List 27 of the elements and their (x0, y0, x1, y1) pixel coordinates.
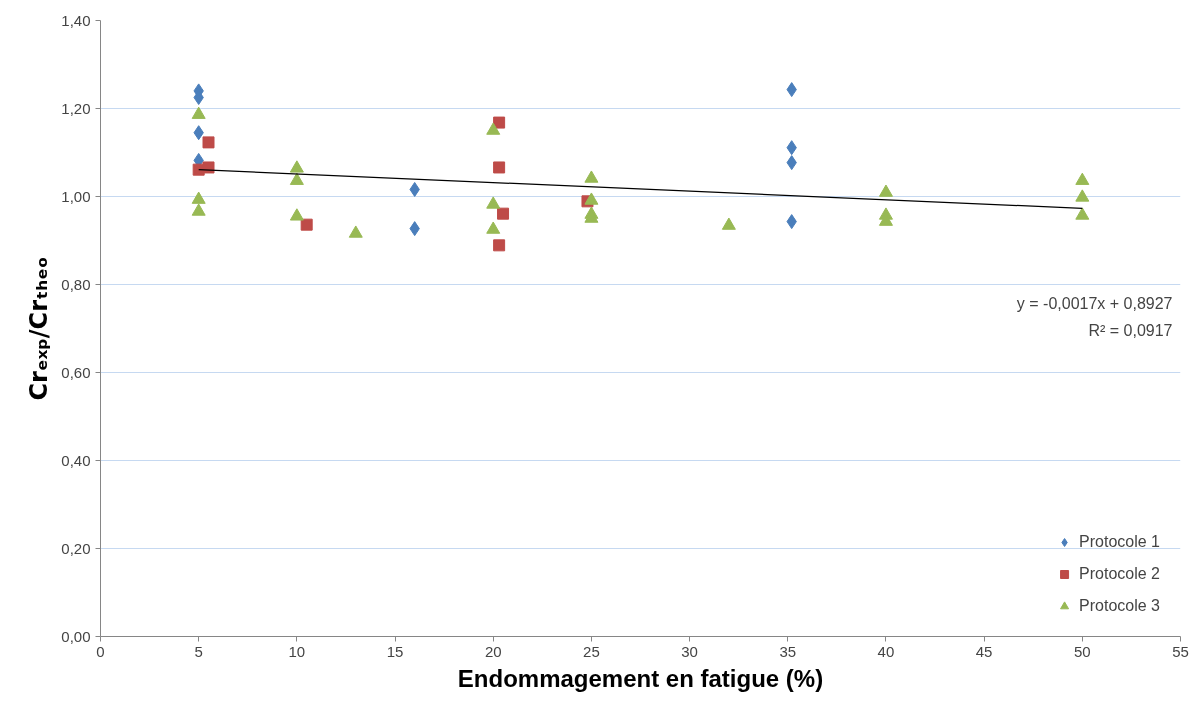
x-tick-label: 5 (194, 642, 203, 660)
y-tick-label: 0,60 (61, 363, 91, 381)
x-axis-title: Endommagement en fatigue (%) (457, 664, 824, 692)
y-tick-label: 1,00 (61, 187, 91, 205)
annotation: y = -0,0017x + 0,8927 (1016, 294, 1173, 312)
legend-label: Protocole 3 (1079, 597, 1160, 615)
x-tick-label: 55 (1172, 642, 1189, 660)
x-tick-label: 45 (975, 642, 993, 660)
x-tick-label: 25 (583, 642, 600, 660)
x-tick-label: 20 (484, 642, 502, 660)
x-tick-label: 40 (877, 642, 895, 660)
x-tick-label: 30 (681, 642, 698, 660)
y-tick-label: 0,00 (61, 627, 91, 645)
x-tick-label: 35 (779, 642, 797, 660)
y-axis-title: Crₑₓₚ/Crₜₕₑₒ (25, 256, 54, 401)
x-tick-label: 10 (288, 642, 306, 660)
x-tick-label: 50 (1073, 642, 1091, 660)
y-tick-label: 1,40 (61, 11, 91, 29)
annotation: R² = 0,0917 (1088, 321, 1173, 339)
legend-label: Protocole 2 (1079, 565, 1160, 583)
y-tick-label: 1,20 (61, 99, 91, 117)
legend-label: Protocole 1 (1079, 533, 1160, 551)
y-tick-label: 0,40 (61, 451, 91, 469)
y-tick-label: 0,80 (61, 275, 91, 293)
y-tick-label: 0,20 (61, 539, 91, 557)
x-tick-label: 0 (96, 642, 105, 660)
x-tick-label: 15 (386, 642, 404, 660)
